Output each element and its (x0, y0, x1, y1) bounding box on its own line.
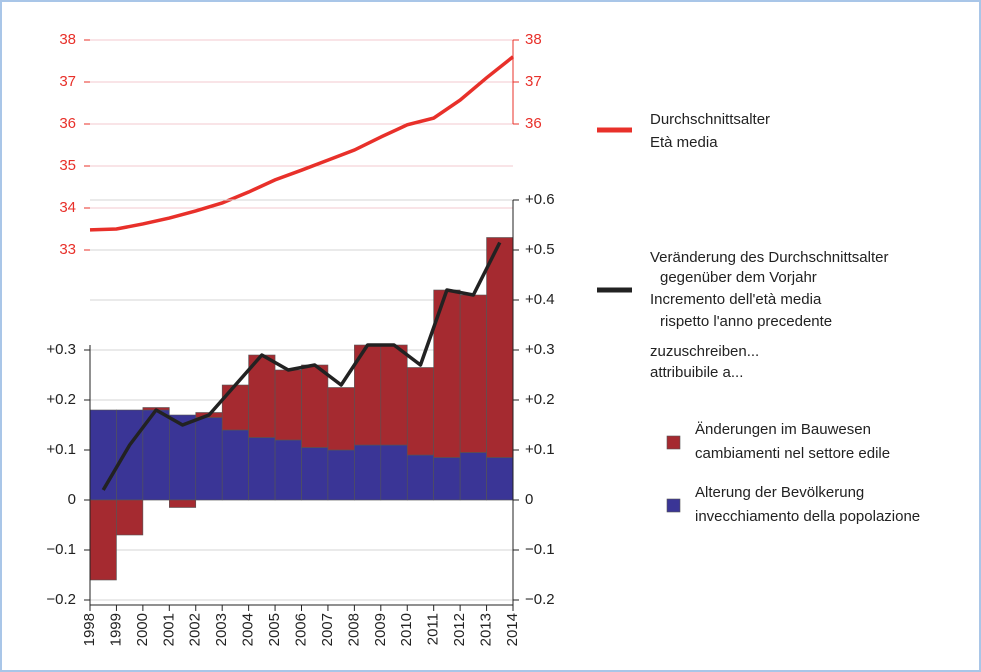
bar (433, 457, 461, 501)
bar (327, 387, 355, 451)
x-tick-label: 2014 (504, 613, 521, 646)
x-tick-label: 2000 (134, 613, 151, 646)
y-tick-label: 34 (59, 199, 76, 216)
bar (406, 454, 434, 501)
legend-label: Veränderung des Durchschnittsalter (650, 249, 888, 266)
legend-label: Incremento dell'età media (650, 291, 822, 308)
y-tick-label: 35 (59, 157, 76, 174)
age-line (89, 55, 515, 232)
x-tick-label: 2010 (398, 613, 415, 646)
y-tick-label: +0.1 (46, 441, 76, 458)
bar (459, 294, 487, 453)
bar (486, 457, 514, 501)
bar (169, 414, 197, 501)
legend-swatch (666, 498, 681, 513)
bar (354, 444, 382, 501)
bar (380, 444, 408, 501)
x-tick-label: 2002 (187, 613, 204, 646)
y2-tick-label: +0.2 (525, 391, 555, 408)
bar (248, 437, 276, 501)
x-tick-label: 2006 (292, 613, 309, 646)
x-tick-label: 1999 (107, 613, 124, 646)
bar (301, 447, 329, 501)
y2-tick-label: 36 (525, 115, 542, 132)
legend-label: Alterung der Bevölkerung (695, 484, 864, 501)
bar (406, 367, 434, 456)
legend-label: rispetto l'anno precedente (660, 313, 832, 330)
x-tick-label: 2011 (425, 613, 442, 645)
x-tick-label: 2005 (266, 613, 283, 646)
legend-label: Durchschnittsalter (650, 111, 770, 128)
y-tick-label: −0.1 (46, 541, 76, 558)
legend-label: Età media (650, 134, 718, 151)
legend-heading: zuzuschreiben... (650, 343, 759, 360)
y2-tick-label: +0.1 (525, 441, 555, 458)
bar (89, 409, 117, 501)
y-tick-label: +0.2 (46, 391, 76, 408)
y2-tick-label: +0.4 (525, 291, 555, 308)
y2-tick-label: +0.6 (525, 191, 555, 208)
legend-label: invecchiamento della popolazione (695, 508, 920, 525)
y2-tick-label: +0.3 (525, 341, 555, 358)
y2-tick-label: 38 (525, 31, 542, 48)
x-tick-label: 2007 (319, 613, 336, 646)
x-tick-label: 2003 (213, 613, 230, 646)
x-tick-label: 2008 (345, 613, 362, 646)
legend-swatch (666, 435, 681, 450)
y2-tick-label: 0 (525, 491, 533, 508)
y-tick-label: −0.2 (46, 591, 76, 608)
x-tick-label: 2013 (478, 613, 495, 646)
bar (274, 369, 302, 441)
bar (380, 344, 408, 446)
x-tick-label: 1998 (81, 613, 98, 646)
bar (116, 499, 144, 536)
y2-tick-label: 37 (525, 73, 542, 90)
bar (354, 344, 382, 446)
x-tick-label: 2012 (451, 613, 468, 646)
legend-heading: attribuibile a... (650, 364, 743, 381)
bar (142, 409, 170, 501)
legend-label: cambiamenti nel settore edile (695, 445, 890, 462)
x-tick-label: 2004 (240, 613, 257, 646)
bar (221, 384, 249, 431)
change-line (101, 241, 502, 491)
bar (221, 429, 249, 501)
bar (274, 439, 302, 501)
bar (459, 452, 487, 501)
bar (169, 499, 197, 508)
bar (327, 449, 355, 501)
y2-tick-label: +0.5 (525, 241, 555, 258)
legend-label: Änderungen im Bauwesen (695, 421, 871, 438)
y2-tick-label: −0.2 (525, 591, 555, 608)
y-tick-label: 38 (59, 31, 76, 48)
y2-tick-label: −0.1 (525, 541, 555, 558)
y-tick-label: 37 (59, 73, 76, 90)
y-tick-label: 0 (68, 491, 76, 508)
bar (486, 237, 514, 458)
bar (116, 409, 144, 501)
x-tick-label: 2001 (160, 613, 177, 646)
y-tick-label: +0.3 (46, 341, 76, 358)
legend-label: gegenüber dem Vorjahr (660, 269, 817, 286)
y-tick-label: 36 (59, 115, 76, 132)
bar (195, 417, 223, 501)
bar (301, 364, 329, 448)
x-tick-label: 2009 (372, 613, 389, 646)
bar (89, 499, 117, 581)
y-tick-label: 33 (59, 241, 76, 258)
